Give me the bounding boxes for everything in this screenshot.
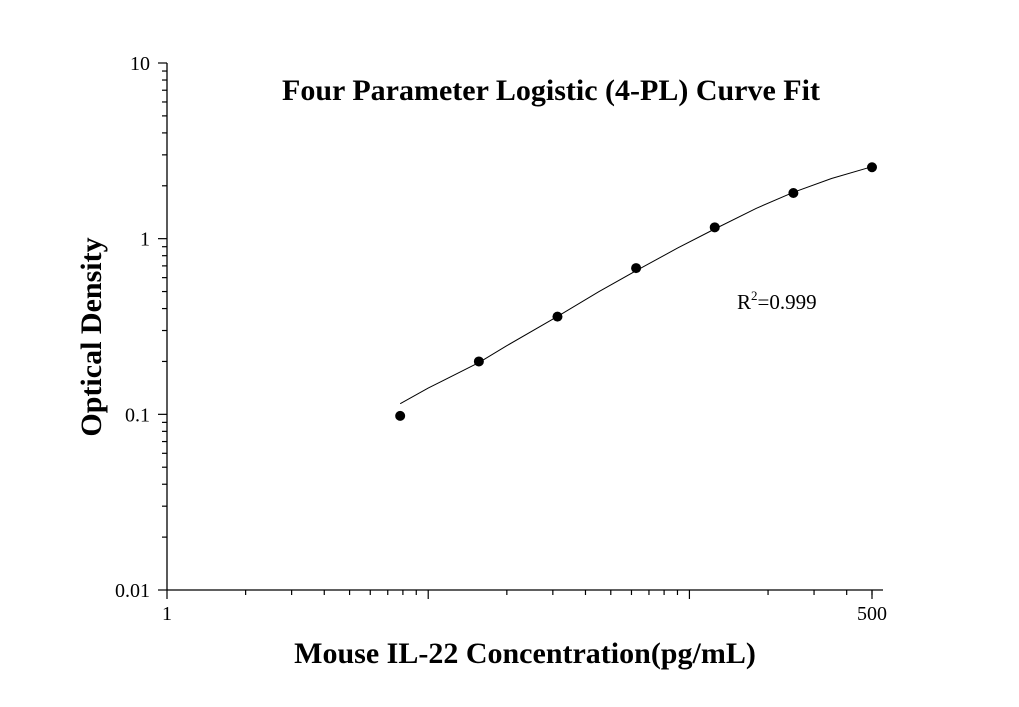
x-axis-tick-labels: 1 500 [162,603,887,625]
y-axis-label: Optical Density [75,237,108,436]
x-tick-label: 1 [162,603,172,625]
data-point [552,311,563,322]
data-point [867,162,877,173]
r-squared-base: R [737,290,751,314]
r-squared-annotation: R2=0.999 [737,288,817,314]
y-axis-ticks [158,62,167,591]
data-points [395,162,877,421]
r-squared-value: =0.999 [758,290,817,314]
chart-title: Four Parameter Logistic (4-PL) Curve Fit [282,74,820,107]
fit-curve [399,166,873,405]
y-tick-label: 10 [130,53,150,75]
y-tick-label: 1 [140,229,150,251]
data-point [788,187,799,198]
x-tick-label: 500 [857,603,887,625]
data-point [631,263,642,274]
y-tick-label: 0.1 [125,404,150,426]
y-tick-label: 0.01 [115,580,150,602]
y-axis-tick-labels: 10 1 0.1 0.01 [115,53,150,602]
axes [166,63,883,591]
data-point [709,222,720,233]
r-squared-superscript: 2 [751,288,758,303]
x-axis-ticks [166,590,873,599]
data-point [395,410,406,421]
data-point [473,356,484,367]
x-axis-label: Mouse IL-22 Concentration(pg/mL) [294,637,756,670]
